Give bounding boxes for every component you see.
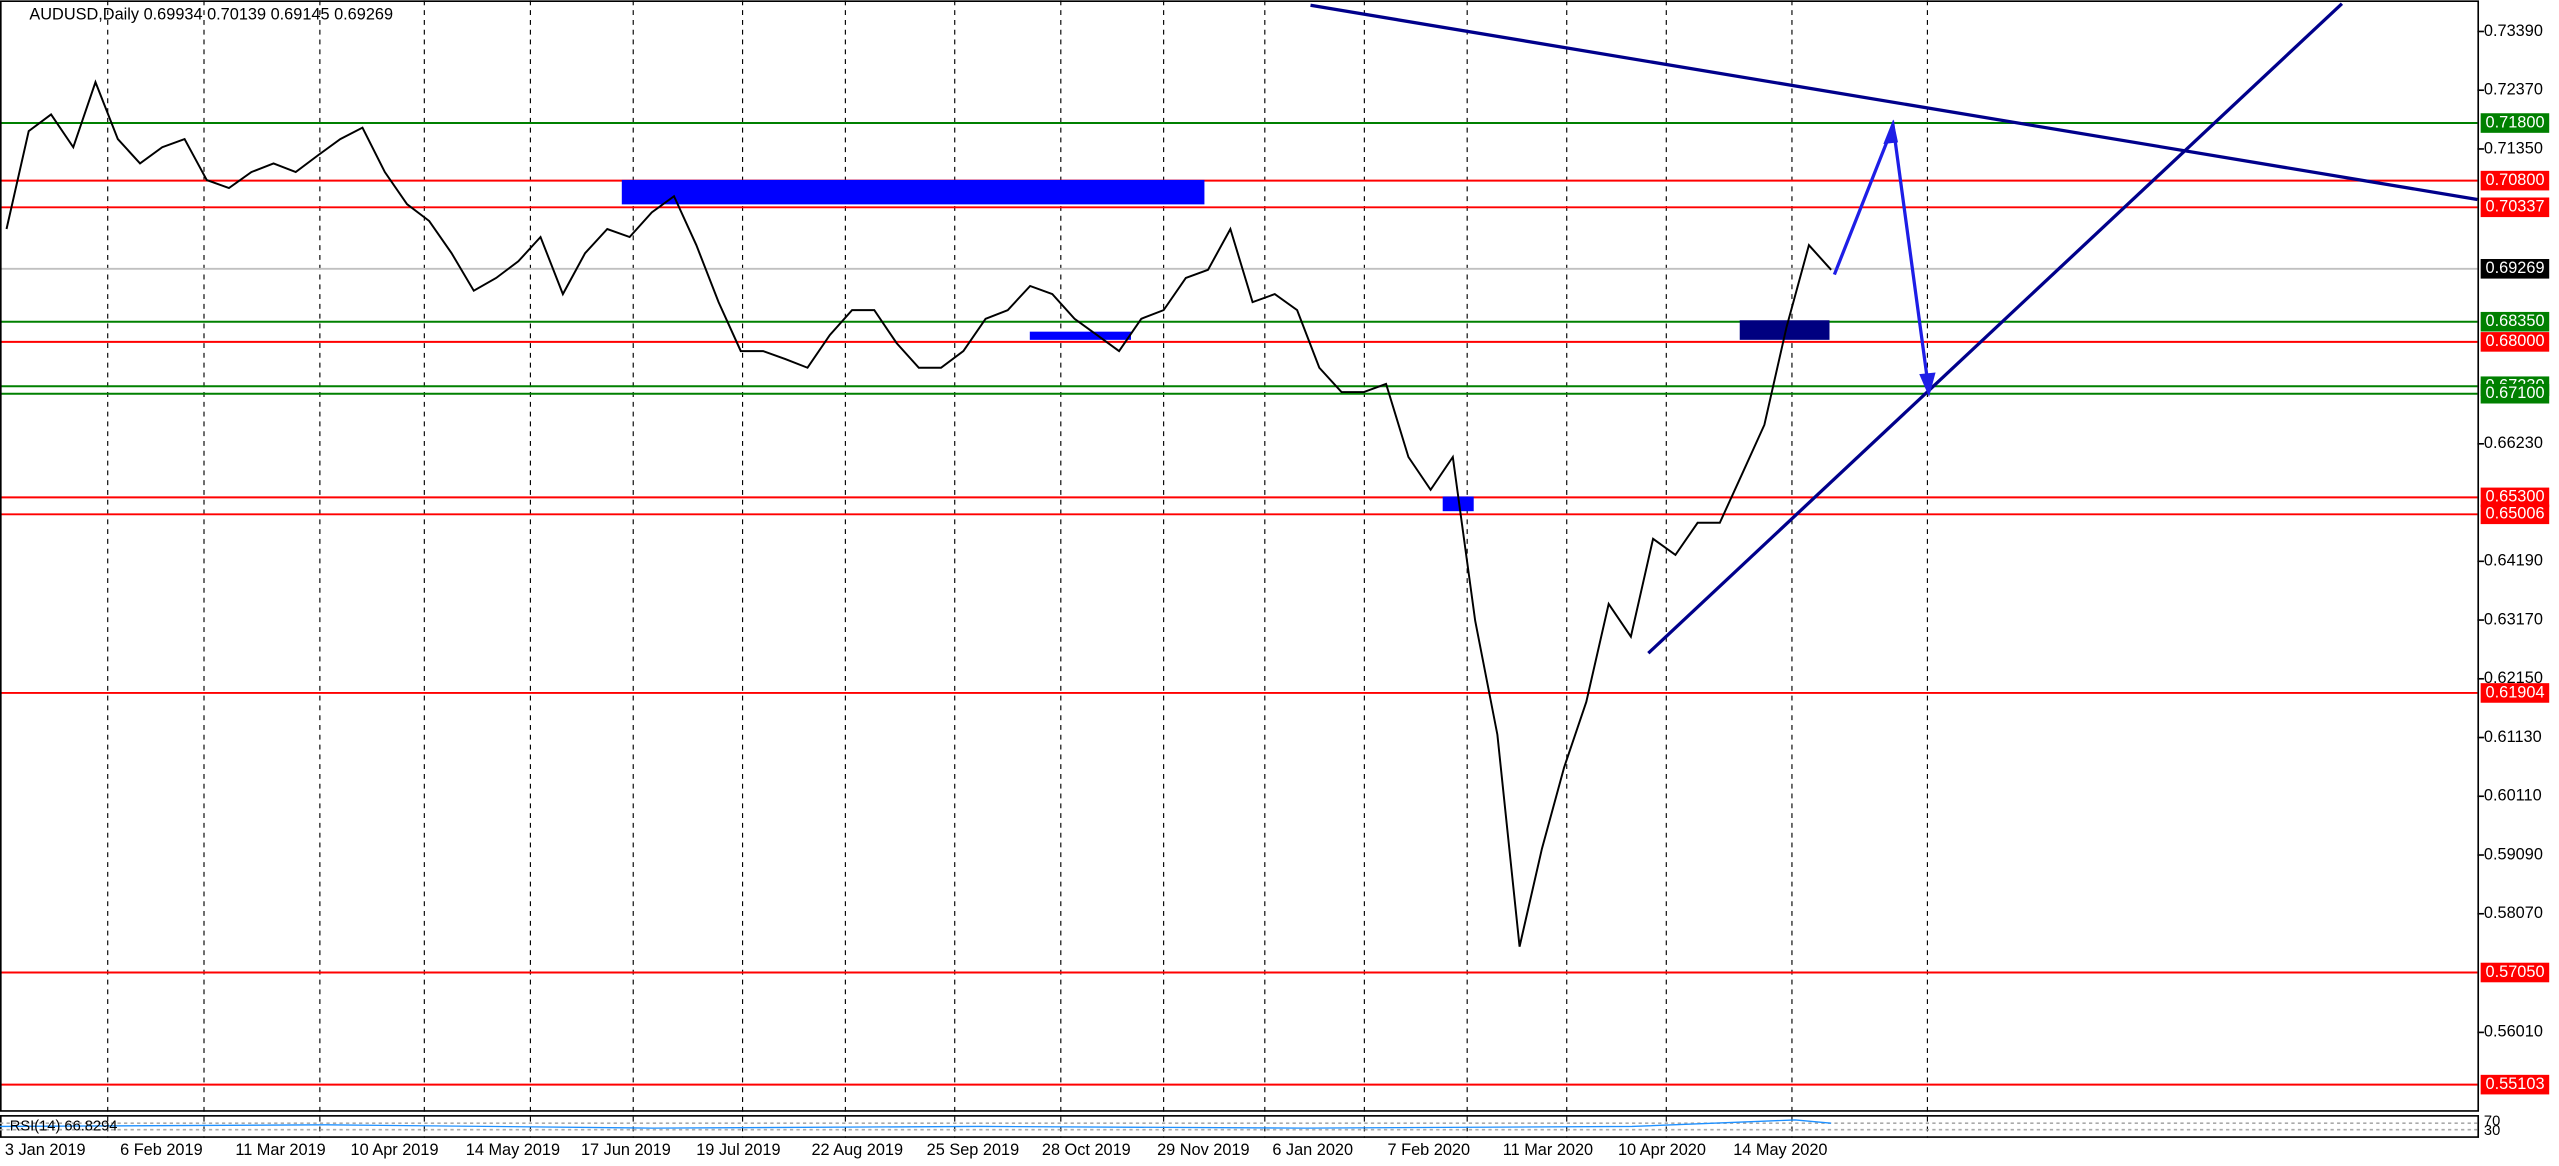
level-tag	[2480, 383, 2550, 404]
rsi-tick: 30	[2484, 1123, 2500, 1139]
y-tick-label: 0.61130	[2484, 728, 2542, 746]
level-label: 0.71800	[2486, 113, 2545, 131]
level-label: 0.57050	[2486, 963, 2545, 981]
rsi-tick: 70	[2484, 1113, 2500, 1129]
rsi-label: RSI(14) 66.8294	[10, 1118, 118, 1134]
level-label: 0.69269	[2486, 259, 2545, 277]
x-tick-label: 11 Mar 2019	[235, 1141, 325, 1159]
y-tick-label: 0.71350	[2484, 139, 2543, 157]
x-tick-label: 22 Aug 2019	[811, 1141, 903, 1159]
annotations	[621, 2, 2478, 655]
level-label: 0.68350	[2486, 312, 2545, 330]
price	[5, 79, 1832, 947]
level-label: 0.65006	[2486, 505, 2545, 523]
x-tick-label: 25 Sep 2019	[927, 1141, 1020, 1159]
zone	[1442, 496, 1474, 512]
x-tick-label: 7 Feb 2020	[1388, 1141, 1471, 1159]
level-label: 0.68000	[2486, 332, 2545, 350]
y-tick-label: 0.62150	[2484, 669, 2543, 687]
level-tag	[2480, 332, 2550, 352]
x-tick-label: 6 Feb 2019	[120, 1141, 203, 1159]
plot-border	[0, 0, 2480, 1112]
y-tick-label: 0.73390	[2484, 22, 2543, 40]
zone	[1739, 320, 1830, 340]
zone	[1029, 331, 1131, 340]
trendline	[1647, 2, 2344, 655]
level-tag	[2480, 962, 2550, 983]
y-tick-label: 0.59090	[2484, 845, 2543, 863]
rsi-line	[0, 1119, 1832, 1129]
level-tag	[2480, 311, 2550, 332]
y-tick-label: 0.64190	[2484, 552, 2543, 570]
chart-title: AUDUSD,Daily 0.69934 0.70139 0.69145 0.6…	[29, 5, 393, 23]
level-label: 0.61904	[2486, 683, 2545, 701]
level-label: 0.70800	[2486, 171, 2545, 189]
level-tag	[2480, 487, 2550, 508]
level-tag	[2480, 683, 2550, 703]
level-tag	[2480, 504, 2550, 525]
y-tick-label: 0.58070	[2484, 904, 2543, 922]
level-tag	[2480, 113, 2550, 133]
y-tick-label: 0.63170	[2484, 610, 2543, 628]
x-tick-label: 14 May 2020	[1733, 1141, 1827, 1159]
x-tick-label: 11 Mar 2020	[1503, 1141, 1593, 1159]
x-tick-label: 10 Apr 2020	[1618, 1141, 1706, 1159]
zone	[621, 179, 1205, 205]
level-tag	[2480, 197, 2550, 218]
level-tag	[2480, 1074, 2550, 1095]
level-tag	[2480, 259, 2550, 279]
level-label: 0.55103	[2486, 1075, 2545, 1093]
trendline	[1310, 3, 2478, 202]
level-label: 0.67100	[2486, 384, 2545, 402]
x-tick-label: 29 Nov 2019	[1157, 1141, 1250, 1159]
x-tick-label: 17 Jun 2019	[581, 1141, 671, 1159]
x-tick-label: 6 Jan 2020	[1272, 1141, 1353, 1159]
y-tick-label: 0.60110	[2484, 787, 2542, 805]
level-label: 0.70337	[2486, 198, 2545, 216]
arrow-head	[1883, 119, 1899, 144]
x-tick-label: 19 Jul 2019	[696, 1141, 780, 1159]
y-tick-label: 0.72370	[2484, 81, 2543, 99]
y-tick-label: 0.66230	[2484, 434, 2543, 452]
x-tick-label: 10 Apr 2019	[351, 1141, 439, 1159]
arrow-head	[1919, 372, 1936, 397]
level-label: 0.65300	[2486, 488, 2545, 506]
levels	[0, 122, 2478, 1086]
y-tick-label: 0.56010	[2484, 1023, 2543, 1041]
x-tick-label: 14 May 2019	[466, 1141, 560, 1159]
price-line	[5, 79, 1832, 947]
x-tick-label: 3 Jan 2019	[5, 1141, 86, 1159]
x-tick-label: 28 Oct 2019	[1042, 1141, 1131, 1159]
level-tag	[2480, 170, 2550, 191]
